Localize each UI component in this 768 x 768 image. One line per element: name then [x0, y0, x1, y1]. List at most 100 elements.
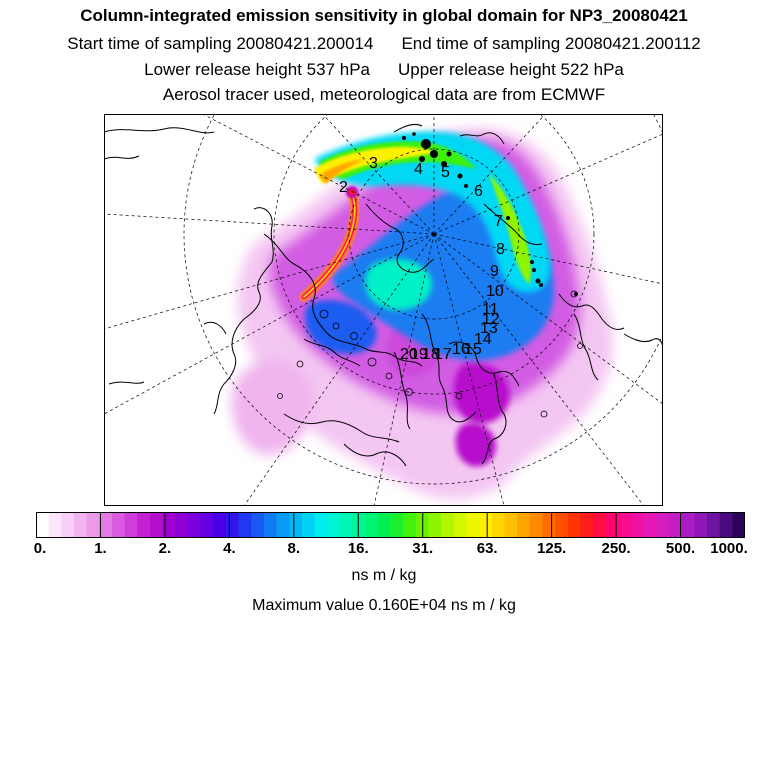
colorbar — [36, 512, 745, 538]
colorbar-cell — [162, 512, 176, 538]
trajectory-label: 5 — [441, 164, 450, 181]
colorbar-cell — [200, 512, 214, 538]
colorbar-tick-label: 0. — [33, 540, 47, 557]
colorbar-cell — [124, 512, 138, 538]
colorbar-tick-label: 63. — [476, 540, 498, 557]
end-time: End time of sampling 20080421.200112 — [401, 34, 701, 53]
colorbar-cell — [289, 512, 303, 538]
colorbar-cell — [327, 512, 341, 538]
colorbar-cell — [618, 512, 632, 538]
colorbar-cell — [479, 512, 493, 538]
islands — [277, 290, 583, 418]
coastlines — [104, 123, 663, 467]
colorbar-tick-label: 1. — [94, 540, 107, 557]
trajectory-label: 4 — [414, 161, 423, 178]
colorbar-cell — [175, 512, 189, 538]
colorbar-cell — [593, 512, 607, 538]
trajectory-label: 14 — [474, 331, 492, 348]
start-time: Start time of sampling 20080421.200014 — [67, 34, 374, 53]
plot-title: Column-integrated emission sensitivity i… — [80, 6, 688, 25]
colorbar-cell — [390, 512, 404, 538]
colorbar-cell — [149, 512, 164, 538]
colorbar-cell — [441, 512, 455, 538]
colorbar-cell — [99, 512, 113, 538]
colorbar-cell — [314, 512, 328, 538]
colorbar-frame — [36, 512, 745, 538]
colorbar-cell — [238, 512, 252, 538]
colorbar-cell — [377, 512, 392, 538]
colorbar-tick-label: 2. — [158, 540, 172, 557]
colorbar-tick-label: 250. — [601, 540, 631, 557]
colorbar-cell — [48, 512, 62, 538]
trajectory-label: 3 — [369, 155, 378, 172]
trajectory-label: 15 — [464, 341, 482, 358]
colorbar-cell — [580, 512, 594, 538]
colorbar-tick-label: 16. — [347, 540, 369, 557]
high-sensitivity-patches — [402, 132, 578, 296]
colorbar-cell — [352, 512, 366, 538]
colorbar-cell — [403, 512, 417, 538]
colorbar-cell — [73, 512, 88, 538]
colorbar-cell — [555, 512, 569, 538]
trajectory-label: 7 — [494, 213, 503, 230]
graticule — [104, 114, 663, 506]
colorbar-cell — [187, 512, 202, 538]
sensitivity-field — [231, 128, 613, 500]
colorbar-tick-label: 125. — [537, 540, 567, 557]
colorbar-cell — [137, 512, 151, 538]
colorbar-cell — [61, 512, 75, 538]
trajectory-label: 20 — [400, 346, 418, 363]
trajectory-label: 13 — [480, 320, 498, 337]
release-heights: Lower release height 537 hPa Upper releas… — [0, 60, 768, 80]
colorbar-cell — [681, 512, 695, 538]
colorbar-cell — [643, 512, 657, 538]
trajectory-label: 10 — [486, 283, 504, 300]
colorbar-cell — [694, 512, 708, 538]
tracer-note: Aerosol tracer used, meteorological data… — [162, 85, 606, 104]
colorbar-cell — [719, 512, 733, 538]
trajectory-label: 8 — [496, 241, 505, 258]
colorbar-cell — [491, 512, 506, 538]
colorbar-cell — [732, 512, 745, 538]
map-frame — [104, 114, 663, 506]
colorbar-tick-label: 4. — [223, 540, 236, 557]
colorbar-cell — [466, 512, 480, 538]
trajectory-label: 18 — [422, 346, 440, 363]
colorbar-cell — [567, 512, 582, 538]
trajectory-label: 16 — [452, 341, 470, 358]
colorbar-cell — [276, 512, 290, 538]
colorbar-cell — [529, 512, 544, 538]
colorbar-cell — [251, 512, 265, 538]
colorbar-cell — [111, 512, 126, 538]
colorbar-cell — [428, 512, 442, 538]
colorbar-cell — [542, 512, 556, 538]
sampling-times: Start time of sampling 20080421.200014 En… — [0, 34, 768, 54]
colorbar-cell — [36, 512, 50, 538]
trajectory-label: 19 — [410, 346, 428, 363]
trajectory-label: 11 — [482, 301, 499, 318]
colorbar-cell — [86, 512, 100, 538]
trajectory-label: 9 — [490, 263, 499, 280]
colorbar-separators — [99, 512, 682, 538]
colorbar-cells — [36, 512, 745, 538]
colorbar-cell — [365, 512, 379, 538]
trajectory-label: 2 — [339, 179, 348, 196]
trajectory-label: 12 — [482, 311, 500, 328]
trajectory-label: 6 — [474, 183, 483, 200]
colorbar-cell — [517, 512, 531, 538]
colorbar-cell — [605, 512, 619, 538]
maximum-value: Maximum value 0.160E+04 ns m / kg — [252, 597, 516, 614]
colorbar-cell — [213, 512, 227, 538]
colorbar-tick-label: 1000. — [710, 540, 748, 557]
trajectory-label: 17 — [434, 346, 452, 363]
colorbar-cell — [225, 512, 240, 538]
colorbar-cell — [707, 512, 721, 538]
upper-release-height: Upper release height 522 hPa — [398, 60, 624, 79]
colorbar-cell — [631, 512, 645, 538]
colorbar-tick-label: 31. — [412, 540, 434, 557]
units-label: ns m / kg — [351, 567, 417, 584]
colorbar-cell — [453, 512, 468, 538]
colorbar-tick-label: 500. — [665, 540, 696, 557]
